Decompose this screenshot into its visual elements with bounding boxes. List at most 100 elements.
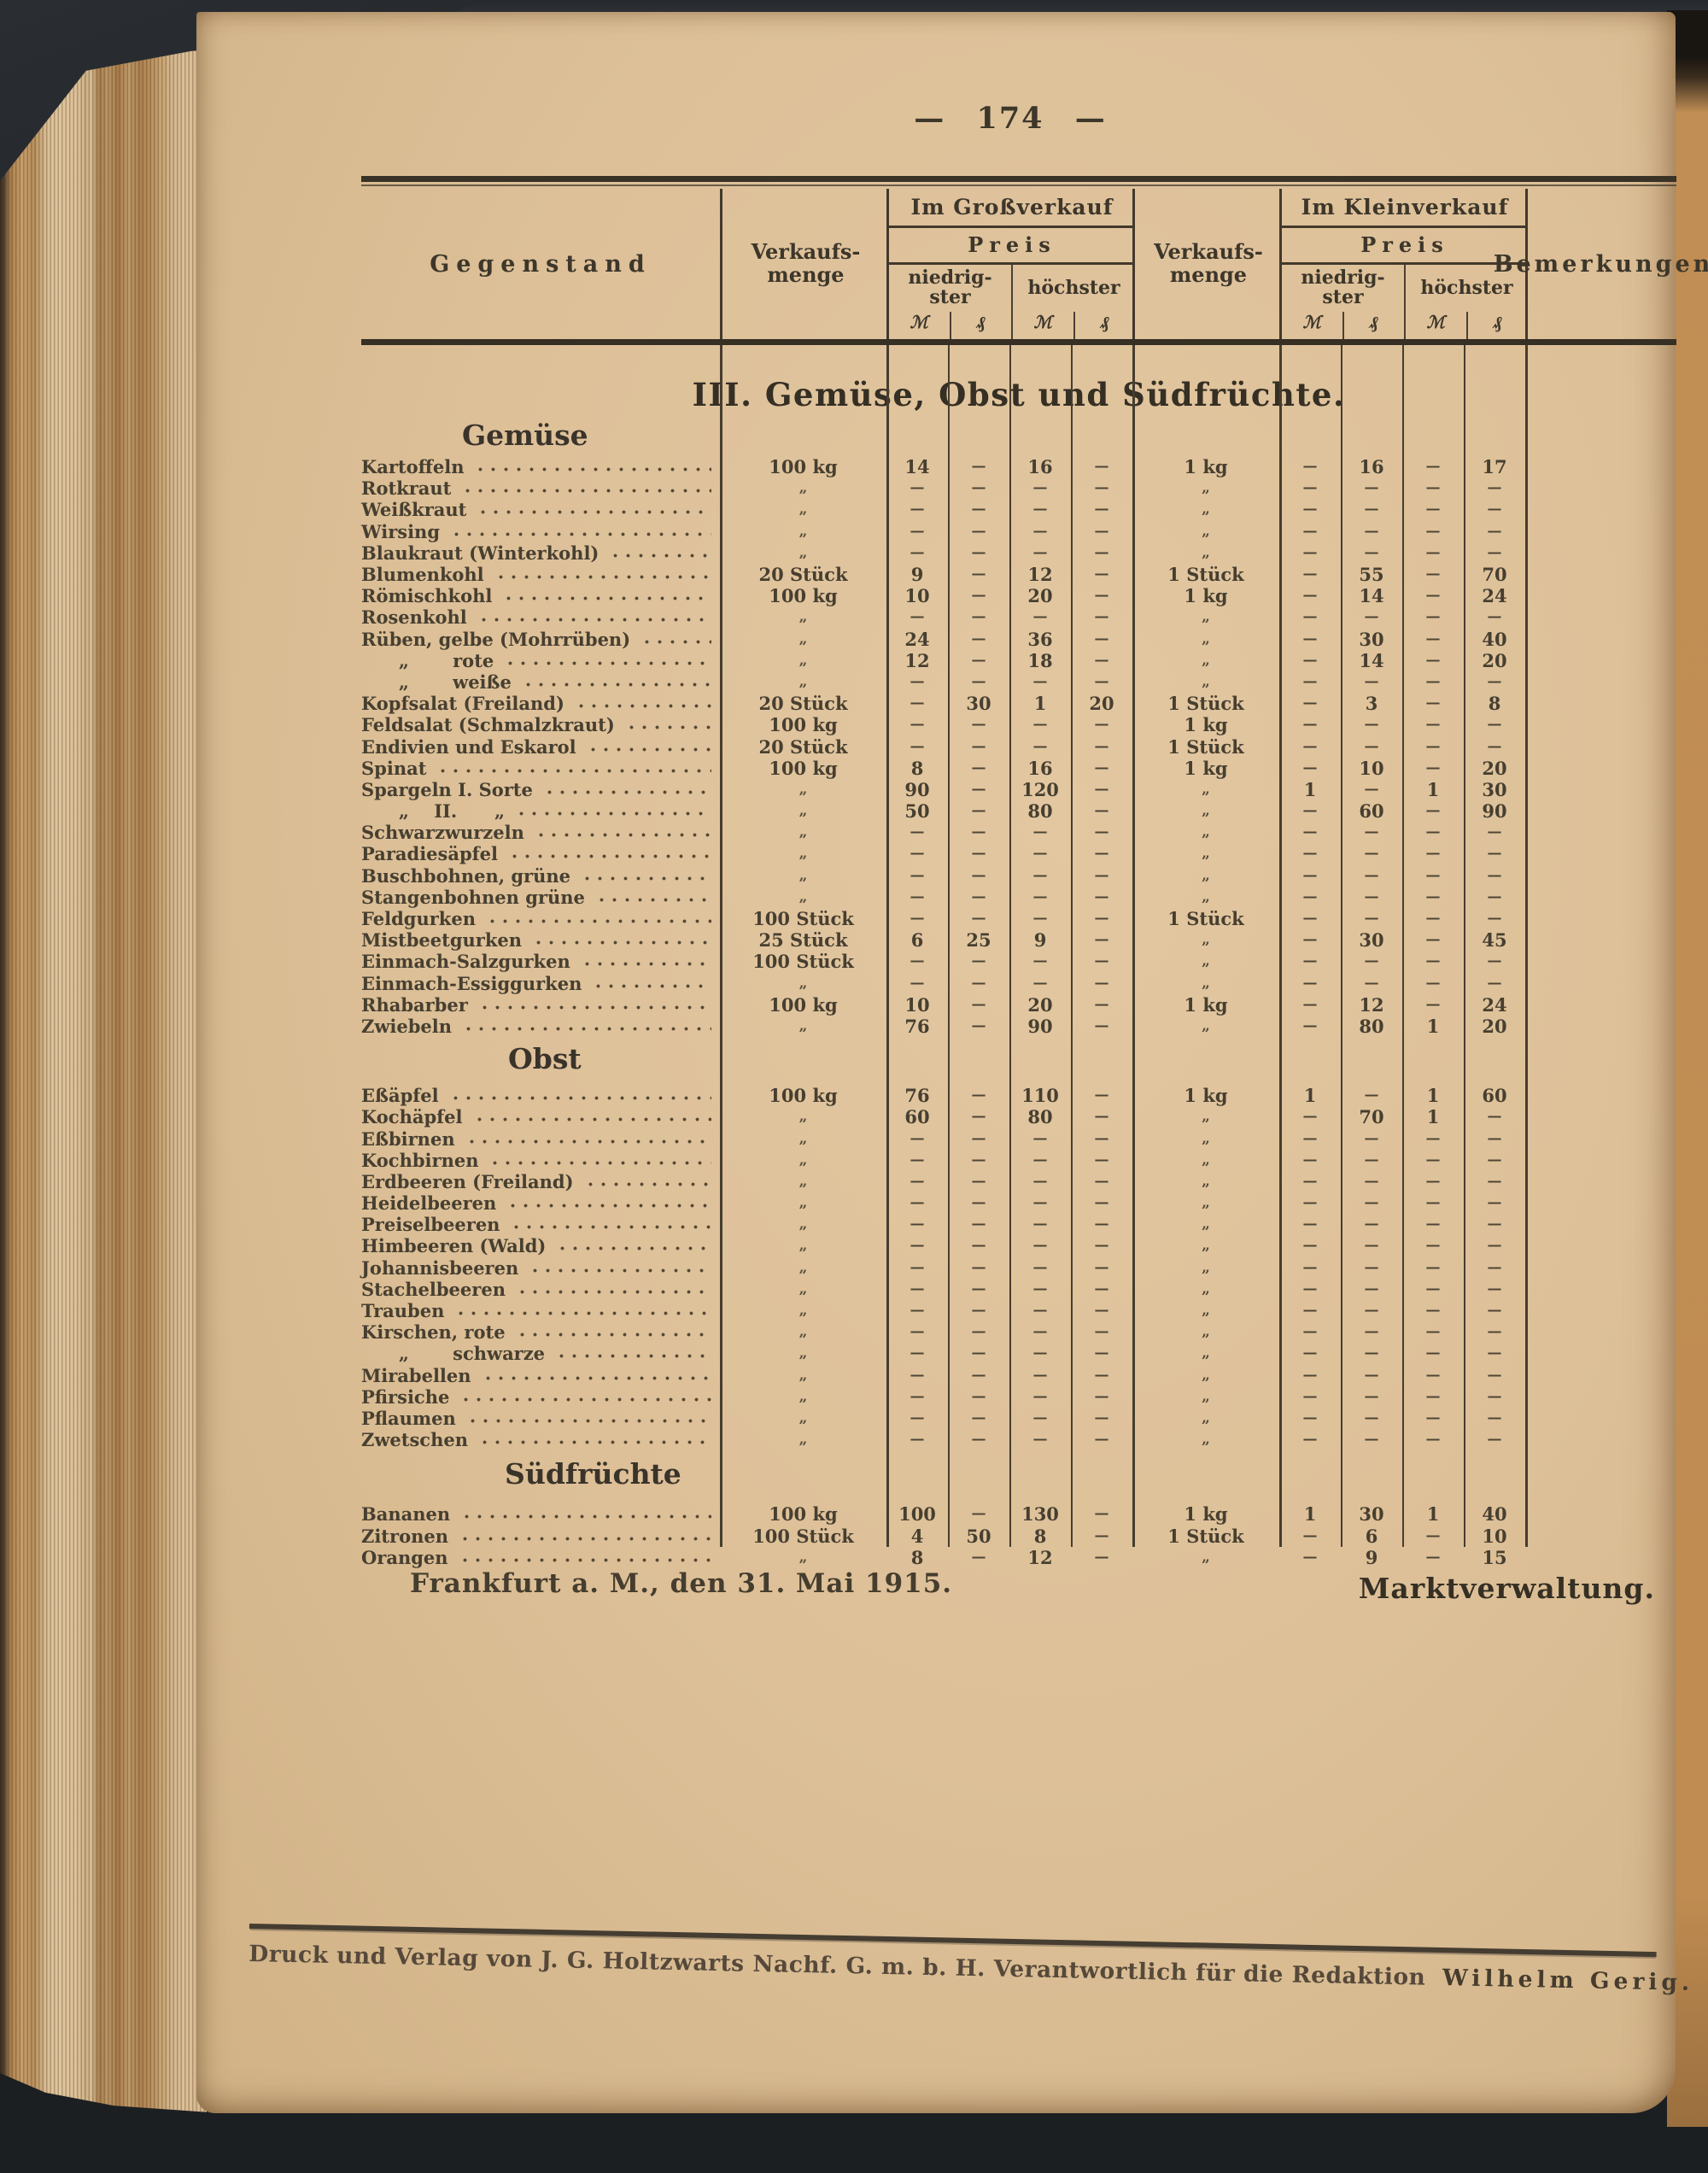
table-row: Orangen „ 8 — 12 — „ — 9 — 15 [361,1547,1676,1568]
item-name: Kopfsalat (Freiland) [361,693,564,715]
value-cell: „ [1202,1366,1210,1384]
item-name-cell: Wirsing [361,523,720,541]
table-row: Stangenbohnen grüne „ — — — — „ — — — — [361,887,1676,908]
value-cell: — [1302,1526,1318,1544]
value-cell: „ [798,1409,808,1426]
section-heading: Südfrüchte [505,1457,681,1491]
value-cell: „ [798,802,808,820]
dot-leader [534,831,711,840]
value-cell: — [910,1323,925,1341]
pfennig-symbol: ₰ [1342,311,1405,339]
table-row: Weißkraut „ — — — — „ — — — — [361,499,1676,520]
value-cell: 1 [1033,693,1047,715]
value-cell: — [1032,1323,1048,1341]
item-name: Pfirsiche [361,1385,450,1408]
value-cell: — [1487,1108,1502,1126]
value-cell: — [971,866,986,884]
col-header-verkaufsmenge-gross: Verkaufs- menge [720,189,889,339]
value-cell: — [1032,1344,1048,1362]
value-cell: — [1094,651,1109,669]
value-cell: 10 [1482,1525,1507,1547]
value-cell: 1 [1303,778,1317,800]
item-name-cell: Orangen [361,1549,720,1567]
value-cell: — [1425,458,1441,476]
grossverkauf-label: Im Großverkauf [889,189,1135,229]
dot-leader [609,551,711,559]
column-rule [1402,345,1404,1547]
value-cell: „ [798,1344,808,1362]
value-cell: 9 [1365,1546,1378,1568]
value-cell: — [1094,1016,1109,1034]
value-cell: — [1364,543,1379,561]
item-name-cell: Erdbeeren (Freiland) [361,1173,720,1191]
table-row: Spargeln I. Sorte „ 90 — 120 — „ 1 — 1 30 [361,779,1676,800]
value-cell: — [910,952,925,970]
value-cell: 10 [904,585,930,607]
value-cell: — [971,672,986,690]
value-cell: „ [1202,1194,1210,1212]
item-name: Einmach-Essiggurken [361,972,582,994]
page-number: — 174 — [914,101,1107,136]
dot-leader [461,487,711,495]
value-cell: — [1302,1387,1318,1405]
value-cell: „ [1202,630,1210,647]
value-cell: — [971,479,986,497]
value-cell: — [1094,974,1109,992]
value-cell: — [1302,1108,1318,1126]
value-cell: — [1032,1172,1048,1190]
value-cell: — [1094,910,1109,928]
value-cell: — [1032,1302,1048,1320]
table-row: Pfirsiche „ — — — — „ — — — — [361,1386,1676,1408]
item-name: Johannisbeeren [361,1256,519,1279]
value-cell: — [1094,823,1109,841]
dot-leader [556,1245,711,1253]
value-cell: 24 [1482,585,1507,607]
table-row: Bananen 100 kg 100—130—1 kg 1 30 1 40 [361,1503,1676,1525]
value-cell: — [1094,1280,1109,1297]
value-cell: — [1094,1323,1109,1341]
value-cell: 8 [1033,1525,1047,1547]
value-cell: — [1425,522,1441,540]
value-cell: „ [798,501,808,518]
value-cell: — [971,823,986,841]
value-cell: — [971,1237,986,1255]
value-cell: „ [1202,543,1210,561]
value-cell: „ [1202,802,1210,820]
table-row: Wirsing „ — — — — „ — — — — [361,521,1676,542]
table-row: Einmach-Salzgurken 100 Stück — — — — „ — — — — [361,951,1676,972]
value-cell: — [1364,780,1379,798]
value-cell: 40 [1482,628,1507,650]
value-cell: — [1302,501,1318,518]
value-cell: — [1302,630,1318,647]
dot-leader [450,530,711,538]
table-row: Erdbeeren (Freiland) „ — — — — „ — — — — [361,1171,1676,1192]
date-line: Frankfurt a. M., den 31. Mai 1915. [410,1568,953,1599]
item-name-cell: Pfirsiche [361,1388,720,1406]
value-cell: — [1094,1215,1109,1233]
dot-leader [515,810,711,818]
value-cell: — [971,1548,986,1566]
dot-leader [592,981,711,990]
item-name: Eßäpfel [361,1085,439,1107]
value-cell: — [1302,1548,1318,1566]
item-name: Mirabellen [361,1364,471,1386]
table-row: Blaukraut (Winterkohl) „ — — — — „ — — — — [361,542,1676,564]
value-cell: — [1364,910,1379,928]
value-cell: „ [798,1172,808,1190]
value-cell: — [1032,608,1048,626]
value-cell: — [1094,458,1109,476]
value-cell: — [1094,522,1109,540]
dot-leader [448,1094,711,1103]
value-cell: „ [798,887,808,905]
dot-leader [581,874,711,882]
value-cell: — [1302,716,1318,734]
value-cell: — [971,458,986,476]
table-row: „ schwarze „ — — — — „ — — — — [361,1343,1676,1364]
value-cell: 76 [904,1015,930,1037]
value-cell: — [1487,737,1502,755]
value-cell: 100 kg [769,993,838,1016]
value-cell: — [1094,1344,1109,1362]
value-cell: — [1364,1151,1379,1168]
item-name-cell: Trauben [361,1302,720,1320]
value-cell: — [971,802,986,820]
